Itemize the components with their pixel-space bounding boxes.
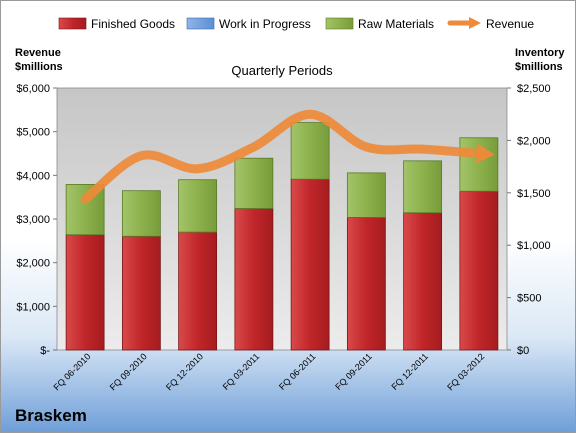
chart-title: Quarterly Periods [231,63,333,78]
legend-swatch-raw-materials [325,17,354,30]
category-label: FQ 12-2011 [389,351,430,392]
left-axis-title-line2: $millions [15,61,63,73]
bar-finished-goods [346,217,386,351]
category-label: FQ 09-2010 [108,351,149,392]
right-tick-label: $1,000 [517,240,551,252]
revenue-line [80,109,484,204]
left-tick-label: $3,000 [16,214,50,226]
right-tick-label: $0 [517,345,529,357]
right-tick-label: $500 [517,293,541,305]
right-axis-title-line2: $millions [515,61,563,73]
bar-finished-goods [65,234,105,351]
legend-arrow-icon [469,17,481,29]
legend-item-revenue: Revenue [447,17,534,31]
legend-swatch-finished-goods [58,17,87,30]
left-tick-label: $6,000 [16,83,50,95]
left-axis: $- $1,000 $2,000 $3,000 $4,000 $5,000 $6,000 [16,83,57,357]
category-axis: FQ 06-2010 FQ 09-2010 FQ 12-2010 FQ 03-2011… [52,351,487,392]
right-axis: $0 $500 $1,000 $1,500 $2,000 $2,500 [507,83,551,357]
legend-item-raw-materials: Raw Materials [325,17,434,31]
bar-finished-goods [403,212,443,351]
bar-raw-materials [403,160,443,214]
left-axis-title-line1: Revenue [15,47,61,59]
bar-finished-goods [121,235,161,351]
bar-finished-goods [178,231,218,351]
revenue-arrow-head [476,143,495,164]
legend-swatch-work-in-progress [186,17,215,30]
bar-raw-materials [290,122,330,180]
bar-raw-materials [234,157,274,209]
bars [65,122,499,351]
bar-raw-materials [178,179,218,233]
bar-raw-materials [121,190,161,237]
category-label: FQ 06-2010 [52,351,93,392]
revenue-series [80,109,495,204]
category-label: FQ 09-2011 [333,351,374,392]
legend-label-revenue: Revenue [486,17,534,31]
legend: Finished Goods Work in Progress Raw Mate… [58,17,534,31]
right-tick-label: $2,500 [517,83,551,95]
legend-label-work-in-progress: Work in Progress [219,17,311,31]
bar-finished-goods [234,208,274,351]
bar-finished-goods [290,178,330,351]
left-tick-label: $2,000 [16,258,50,270]
bar-raw-materials [346,172,386,218]
legend-label-finished-goods: Finished Goods [91,17,175,31]
legend-label-raw-materials: Raw Materials [358,17,434,31]
left-tick-label: $5,000 [16,127,50,139]
legend-item-finished-goods: Finished Goods [58,17,175,31]
right-tick-label: $2,000 [517,135,551,147]
company-name: Braskem [15,406,87,425]
left-tick-label: $1,000 [16,301,50,313]
category-label: FQ 03-2011 [221,351,262,392]
left-tick-label: $- [40,345,50,357]
category-label: FQ 06-2011 [277,351,318,392]
bar-finished-goods [459,190,499,351]
category-label: FQ 12-2010 [164,351,205,392]
right-axis-title-line1: Inventory [515,47,565,59]
legend-item-work-in-progress: Work in Progress [186,17,311,31]
left-tick-label: $4,000 [16,170,50,182]
category-label: FQ 03-2012 [445,351,486,392]
right-tick-label: $1,500 [517,188,551,200]
